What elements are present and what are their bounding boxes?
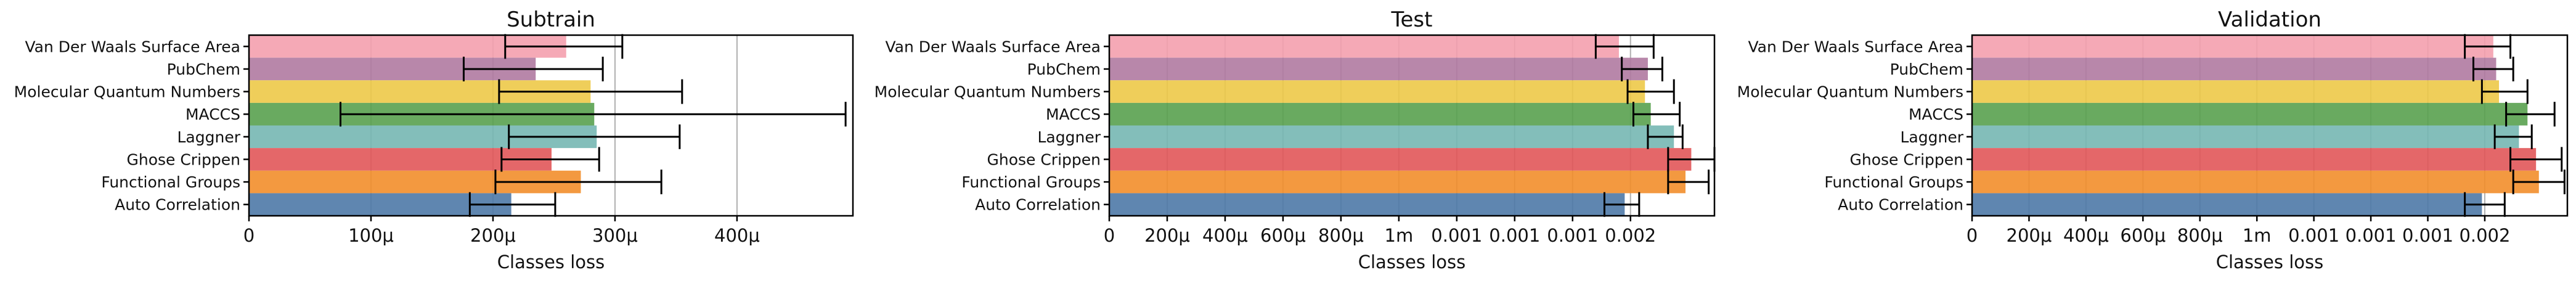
x-tick-label: 200μ bbox=[2007, 225, 2052, 246]
bar bbox=[249, 193, 512, 216]
y-tick-label: Ghose Crippen bbox=[1849, 150, 1963, 168]
x-tick-label: 1m bbox=[2243, 225, 2272, 246]
x-tick-label: 800μ bbox=[1318, 225, 1364, 246]
x-tick-label: 0 bbox=[243, 225, 255, 246]
bar bbox=[1109, 102, 1651, 126]
y-tick-label: Auto Correlation bbox=[115, 196, 240, 214]
bar bbox=[1972, 193, 2482, 216]
y-tick-label: Laggner bbox=[1038, 128, 1101, 146]
x-tick-label: 0 bbox=[1104, 225, 1115, 246]
bar bbox=[1972, 57, 2497, 81]
bar bbox=[1972, 148, 2537, 171]
x-axis-label: Classes loss bbox=[2216, 252, 2323, 273]
y-tick-label: MACCS bbox=[1046, 105, 1101, 123]
x-tick-label: 0.001 bbox=[1489, 225, 1540, 246]
bar bbox=[1972, 80, 2500, 103]
y-tick-label: Molecular Quantum Numbers bbox=[1737, 83, 1963, 101]
chart-panel: Van Der Waals Surface Area PubChem Molecul… bbox=[14, 7, 854, 273]
x-tick-label: 200μ bbox=[1144, 225, 1190, 246]
bar bbox=[1972, 125, 2519, 149]
bar bbox=[1109, 57, 1648, 81]
x-tick-label: 0.001 bbox=[1547, 225, 1598, 246]
bar bbox=[1972, 35, 2493, 58]
x-tick-label: 300μ bbox=[592, 225, 638, 246]
y-tick-label: MACCS bbox=[1909, 105, 1963, 123]
y-tick-label: Molecular Quantum Numbers bbox=[874, 83, 1101, 101]
x-tick-label: 0.001 bbox=[2402, 225, 2453, 246]
chart-panel: Van Der Waals Surface Area PubChem Molecul… bbox=[1737, 7, 2569, 273]
y-tick-label: PubChem bbox=[1027, 60, 1101, 78]
x-tick-label: 400μ bbox=[2063, 225, 2109, 246]
y-tick-label: Ghose Crippen bbox=[987, 150, 1101, 168]
y-tick-label: Laggner bbox=[1901, 128, 1964, 146]
y-tick-label: Laggner bbox=[177, 128, 241, 146]
y-tick-label: Ghose Crippen bbox=[126, 150, 240, 168]
bar bbox=[1109, 125, 1674, 149]
bar bbox=[1109, 35, 1619, 58]
y-tick-label: Functional Groups bbox=[961, 173, 1101, 191]
y-tick-label: Functional Groups bbox=[101, 173, 240, 191]
y-tick-label: Van Der Waals Surface Area bbox=[1748, 38, 1963, 55]
y-tick-label: Molecular Quantum Numbers bbox=[14, 83, 240, 101]
y-tick-label: Functional Groups bbox=[1824, 173, 1963, 191]
x-tick-label: 600μ bbox=[1260, 225, 1306, 246]
x-tick-label: 800μ bbox=[2177, 225, 2223, 246]
x-axis-label: Classes loss bbox=[1358, 252, 1465, 273]
axes-frame bbox=[248, 34, 854, 217]
axes-frame bbox=[1108, 34, 1716, 217]
y-tick-label: PubChem bbox=[167, 60, 240, 78]
x-tick-label: 400μ bbox=[1202, 225, 1248, 246]
bar bbox=[1109, 193, 1625, 216]
x-axis-label: Classes loss bbox=[497, 252, 605, 273]
bar bbox=[1109, 170, 1686, 194]
y-tick-label: Van Der Waals Surface Area bbox=[885, 38, 1101, 55]
y-tick-label: Auto Correlation bbox=[975, 196, 1101, 214]
bar bbox=[1972, 170, 2539, 194]
y-tick-label: Auto Correlation bbox=[1838, 196, 1963, 214]
x-tick-label: 0.002 bbox=[2459, 225, 2510, 246]
chart-title: Validation bbox=[2218, 7, 2321, 32]
x-tick-label: 1m bbox=[1385, 225, 1414, 246]
chart-title: Subtrain bbox=[507, 7, 595, 32]
x-tick-label: 0.001 bbox=[2346, 225, 2397, 246]
chart-panel: Van Der Waals Surface Area PubChem Molecul… bbox=[874, 7, 1716, 273]
x-tick-label: 600μ bbox=[2120, 225, 2166, 246]
x-tick-label: 100μ bbox=[348, 225, 394, 246]
x-tick-label: 400μ bbox=[714, 225, 760, 246]
axes-frame bbox=[1971, 34, 2569, 217]
y-tick-label: MACCS bbox=[185, 105, 240, 123]
x-tick-label: 200μ bbox=[470, 225, 516, 246]
bar bbox=[1109, 80, 1645, 103]
y-tick-label: Van Der Waals Surface Area bbox=[25, 38, 240, 55]
x-tick-label: 0.002 bbox=[1605, 225, 1656, 246]
x-tick-label: 0.001 bbox=[1431, 225, 1482, 246]
bar bbox=[1109, 148, 1692, 171]
x-tick-label: 0.001 bbox=[2288, 225, 2339, 246]
y-tick-label: PubChem bbox=[1890, 60, 1963, 78]
x-tick-label: 0 bbox=[1967, 225, 1978, 246]
bar bbox=[1972, 102, 2528, 126]
chart-title: Test bbox=[1391, 7, 1433, 32]
